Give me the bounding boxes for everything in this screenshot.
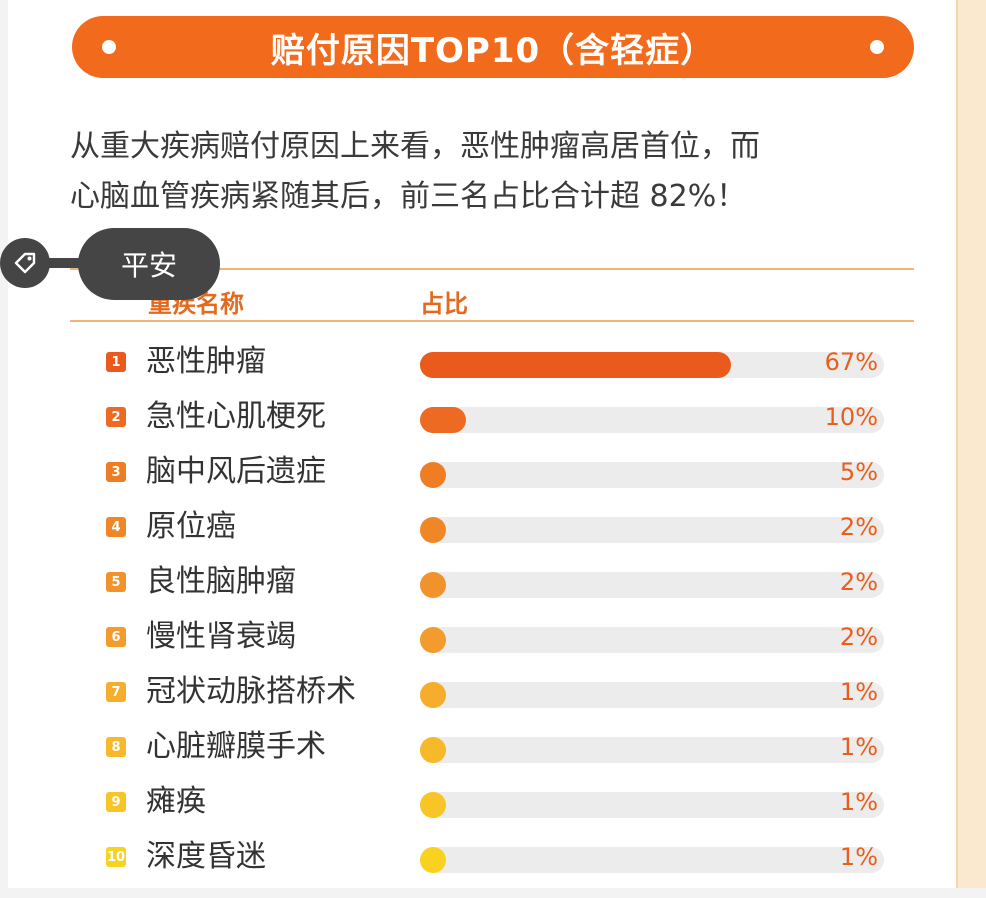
percent-label: 67% — [824, 348, 878, 376]
bar-track — [420, 462, 884, 488]
header-top-rule — [70, 268, 914, 270]
category-label: 恶性肿瘤 — [146, 344, 266, 379]
bar-track — [420, 627, 884, 653]
percent-label: 2% — [839, 623, 878, 651]
category-label: 深度昏迷 — [146, 839, 266, 874]
bar-row: 6 慢性肾衰竭 2% — [0, 615, 986, 659]
percent-label: 1% — [839, 733, 878, 761]
bar-fill — [420, 792, 446, 818]
tag-label: 平安 — [120, 249, 177, 282]
percent-label: 1% — [839, 678, 878, 706]
rank-badge: 2 — [106, 407, 126, 427]
bar-row: 2 急性心肌梗死 10% — [0, 395, 986, 439]
rank-badge: 5 — [106, 572, 126, 592]
bar-row: 7 冠状动脉搭桥术 1% — [0, 670, 986, 714]
percent-label: 5% — [839, 458, 878, 486]
bar-track — [420, 737, 884, 763]
rank-badge: 9 — [106, 792, 126, 812]
tag-icon — [0, 238, 50, 288]
rank-badge: 6 — [106, 627, 126, 647]
banner-title: 赔付原因TOP10（含轻症） — [270, 30, 716, 71]
bar-row: 10 深度昏迷 1% — [0, 835, 986, 879]
frame-left-edge — [0, 0, 8, 898]
category-label: 原位癌 — [146, 509, 236, 544]
frame-right-border — [956, 0, 958, 898]
rank-badge: 4 — [106, 517, 126, 537]
percent-label: 1% — [839, 788, 878, 816]
bar-fill — [420, 517, 446, 543]
category-label: 冠状动脉搭桥术 — [146, 674, 356, 709]
title-banner: 赔付原因TOP10（含轻症） — [72, 16, 914, 78]
bar-row: 3 脑中风后遗症 5% — [0, 450, 986, 494]
frame-right-edge — [956, 0, 986, 898]
bar-track — [420, 847, 884, 873]
bar-track — [420, 792, 884, 818]
bar-fill — [420, 572, 446, 598]
banner-dot-left — [102, 40, 116, 54]
bar-fill — [420, 407, 467, 433]
category-label: 瘫痪 — [146, 784, 206, 819]
category-label: 慢性肾衰竭 — [146, 619, 296, 654]
rank-badge: 8 — [106, 737, 126, 757]
bar-fill — [420, 847, 446, 873]
percent-label: 2% — [839, 568, 878, 596]
bar-row: 8 心脏瓣膜手术 1% — [0, 725, 986, 769]
rank-badge: 10 — [106, 847, 126, 867]
watermark-tag[interactable]: 平安 — [0, 228, 220, 300]
bar-track — [420, 572, 884, 598]
percent-label: 10% — [824, 403, 878, 431]
column-header-percent: 占比 — [420, 290, 468, 318]
bar-row: 9 瘫痪 1% — [0, 780, 986, 824]
bar-fill — [420, 682, 446, 708]
category-label: 急性心肌梗死 — [146, 399, 326, 434]
bar-track — [420, 682, 884, 708]
category-label: 心脏瓣膜手术 — [146, 729, 326, 764]
banner-dot-right — [870, 40, 884, 54]
tag-badge — [78, 228, 220, 300]
percent-label: 2% — [839, 513, 878, 541]
tag-connector — [40, 258, 90, 268]
percent-label: 1% — [839, 843, 878, 871]
rank-badge: 7 — [106, 682, 126, 702]
intro-text: 从重大疾病赔付原因上来看，恶性肿瘤高居首位，而 心脑血管疾病紧随其后，前三名占比… — [70, 122, 920, 222]
category-label: 脑中风后遗症 — [146, 454, 326, 489]
bar-fill — [420, 737, 446, 763]
bar-row: 5 良性脑肿瘤 2% — [0, 560, 986, 604]
intro-line-2: 心脑血管疾病紧随其后，前三名占比合计超 82%！ — [70, 179, 747, 214]
frame-bottom-edge — [0, 888, 986, 898]
bar-track — [420, 352, 884, 378]
category-label: 良性脑肿瘤 — [146, 564, 296, 599]
bar-row: 4 原位癌 2% — [0, 505, 986, 549]
bar-row: 1 恶性肿瘤 67% — [0, 340, 986, 384]
header-bottom-rule — [70, 320, 914, 322]
rank-badge: 3 — [106, 462, 126, 482]
rank-badge: 1 — [106, 352, 126, 372]
bar-track — [420, 517, 884, 543]
bar-track — [420, 407, 884, 433]
bar-fill — [420, 462, 446, 488]
bar-fill — [420, 627, 446, 653]
intro-line-1: 从重大疾病赔付原因上来看，恶性肿瘤高居首位，而 — [70, 129, 760, 164]
bar-fill — [420, 352, 731, 378]
